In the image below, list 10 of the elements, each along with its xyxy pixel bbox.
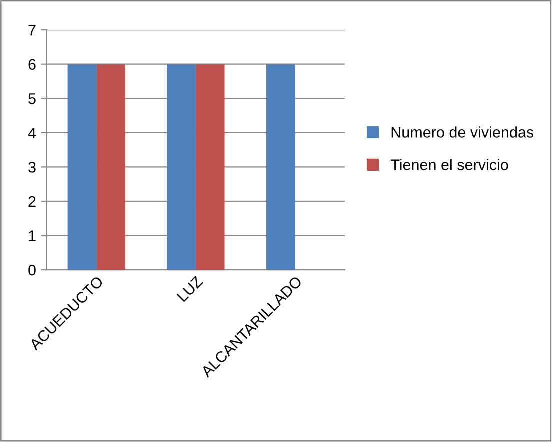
y-tick-label: 1 [29,230,36,242]
y-tick-label: 6 [28,59,36,70]
y-tick-label: 7 [28,25,36,36]
legend-label: Numero de viviendas [392,126,534,138]
y-tick-label: 3 [28,162,36,173]
legend-label: Tienen el servicio [390,159,508,170]
y-tick-label: 2 [28,196,36,208]
y-tick-label: 5 [28,94,36,104]
y-tick-label: 4 [28,128,36,138]
y-tick-label: 0 [28,264,36,276]
